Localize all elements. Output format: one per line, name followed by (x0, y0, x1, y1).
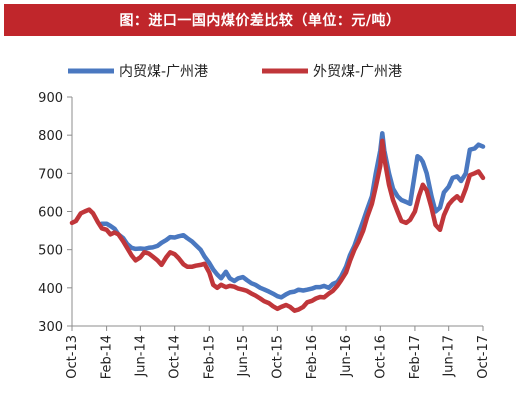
x-tick-label: Jun-14 (133, 335, 148, 378)
y-tick-label: 300 (38, 320, 63, 335)
x-tick-label: Oct-17 (476, 335, 491, 379)
legend-label-1: 内贸煤-广州港 (119, 64, 208, 80)
chart-title: 图：进口一国内煤价差比较（单位：元/吨） (4, 4, 516, 36)
x-tick-label: Jun-17 (442, 335, 457, 378)
y-tick-label: 400 (38, 282, 63, 297)
y-tick-label: 600 (38, 206, 63, 221)
x-tick-label: Jun-16 (339, 335, 354, 378)
y-tick-label: 900 (38, 91, 63, 106)
legend-label-2: 外贸煤-广州港 (313, 64, 402, 80)
series-line-1 (99, 131, 486, 300)
series-group (69, 131, 486, 313)
x-tick-label: Feb-16 (305, 335, 320, 379)
x-tick-label: Oct-13 (65, 335, 80, 379)
y-tick-label: 700 (38, 167, 63, 182)
y-tick-label: 500 (38, 244, 63, 259)
x-tick-label: Oct-14 (168, 335, 183, 379)
axes: 300 400 500 600 700 800 900 Oct-13 Feb-14 Jun-14 O… (38, 91, 491, 379)
x-tick-label: Feb-14 (100, 335, 115, 379)
series-line-2 (69, 138, 486, 313)
y-tick-label: 800 (38, 129, 63, 144)
x-tick-label: Oct-16 (373, 335, 388, 379)
legend: 内贸煤-广州港 外贸煤-广州港 (68, 64, 402, 80)
x-tick-label: Oct-15 (270, 335, 285, 379)
x-tick-label: Jun-15 (236, 335, 251, 378)
x-tick-label: Feb-15 (202, 335, 217, 379)
x-tick-label: Feb-17 (408, 335, 423, 379)
